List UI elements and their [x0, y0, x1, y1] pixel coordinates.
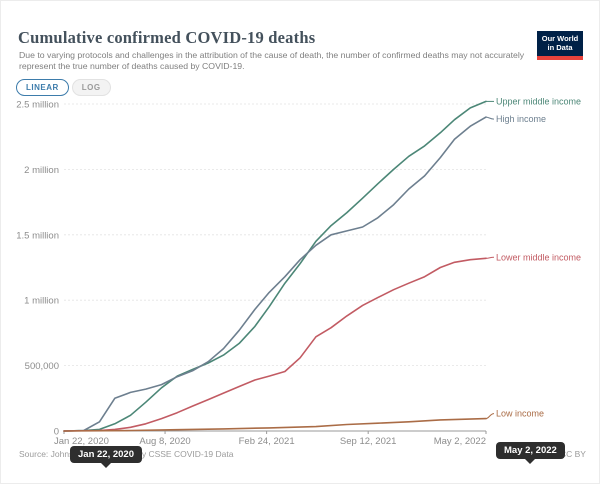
owid-logo-line2: in Data	[547, 43, 573, 52]
series-label-leader	[485, 116, 495, 120]
series-label-leader	[485, 413, 495, 420]
x-tick-label: Jan 22, 2020	[54, 436, 109, 447]
series-label-high-income[interactable]: High income	[496, 114, 546, 124]
x-tick-label: May 2, 2022	[434, 436, 486, 447]
handle-pointer-icon	[101, 463, 111, 468]
series-label-low-income[interactable]: Low income	[496, 409, 544, 419]
y-tick-label: 500,000	[25, 361, 59, 372]
series-label-upper-middle-income[interactable]: Upper middle income	[496, 96, 581, 106]
page-title: Cumulative confirmed COVID-19 deaths	[18, 28, 316, 47]
timeline-start-label: Jan 22, 2020	[78, 449, 134, 460]
series-line-low-income[interactable]	[63, 417, 487, 432]
y-tick-label: 2.5 million	[16, 100, 59, 111]
y-tick-label: 1 million	[24, 296, 59, 307]
owid-logo-line1: Our World	[541, 34, 579, 43]
y-tick-label: 0	[54, 427, 59, 438]
scale-toggle: LINEAR LOG	[16, 79, 111, 96]
y-tick-label: 1.5 million	[16, 230, 59, 241]
linear-button[interactable]: LINEAR	[16, 79, 69, 96]
timeline-end-handle[interactable]: May 2, 2022	[496, 442, 565, 464]
series-line-upper-middle-income[interactable]	[63, 100, 487, 432]
x-tick-label: Aug 8, 2020	[139, 436, 190, 447]
handle-pointer-icon	[525, 459, 536, 464]
series-label-leader	[485, 256, 495, 259]
log-button[interactable]: LOG	[71, 79, 111, 96]
license-link[interactable]: CC BY	[560, 449, 586, 459]
chart-subtitle: Due to varying protocols and challenges …	[19, 50, 525, 71]
y-tick-label: 2 million	[24, 165, 59, 176]
series-line-high-income[interactable]	[63, 116, 487, 432]
x-tick-label: Feb 24, 2021	[239, 436, 295, 447]
series-label-lower-middle-income[interactable]: Lower middle income	[496, 252, 581, 262]
timeline-end-label: May 2, 2022	[504, 445, 557, 456]
owid-logo[interactable]: Our World in Data	[537, 31, 583, 60]
series-line-lower-middle-income[interactable]	[63, 257, 487, 432]
x-tick-label: Sep 12, 2021	[340, 436, 397, 447]
timeline-start-handle[interactable]: Jan 22, 2020	[70, 446, 142, 468]
